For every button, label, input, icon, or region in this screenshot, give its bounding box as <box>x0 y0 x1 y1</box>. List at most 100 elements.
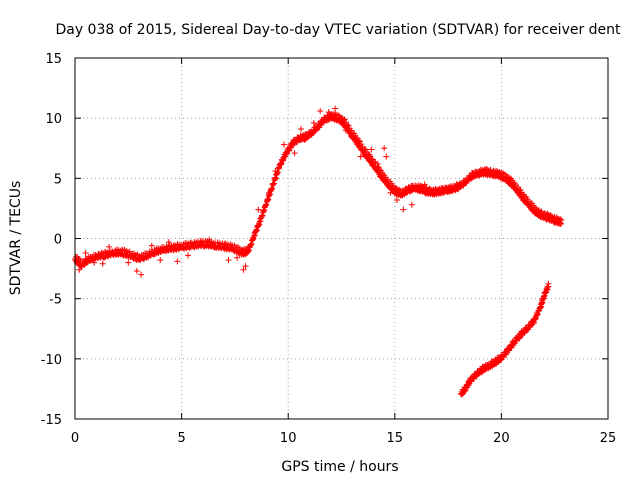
data-point <box>125 259 132 266</box>
data-point <box>478 369 485 376</box>
data-point <box>368 146 375 153</box>
x-tick-label: 15 <box>387 431 404 446</box>
series-main <box>72 105 565 278</box>
data-point <box>251 233 258 240</box>
data-point <box>387 189 394 196</box>
y-tick-label: 0 <box>54 233 62 248</box>
data-point <box>272 174 279 181</box>
data-point <box>138 271 145 278</box>
data-point <box>253 227 260 234</box>
y-tick-label: 10 <box>45 112 62 127</box>
data-point <box>325 109 332 116</box>
data-point <box>272 176 279 183</box>
y-tick-label: -10 <box>41 353 62 368</box>
data-point <box>268 185 275 192</box>
data-point <box>256 221 263 228</box>
data-point <box>354 135 361 142</box>
data-point <box>234 254 241 261</box>
data-point <box>245 247 252 254</box>
data-point <box>247 241 254 248</box>
data-point <box>532 315 539 322</box>
data-point <box>383 153 390 160</box>
data-point <box>82 249 89 256</box>
data-point <box>251 232 258 239</box>
data-point <box>297 125 304 132</box>
data-point <box>249 236 256 243</box>
data-point <box>400 206 407 213</box>
x-tick-label: 25 <box>600 431 617 446</box>
data-point <box>261 207 268 214</box>
data-point <box>291 150 298 157</box>
data-point <box>532 315 539 322</box>
data-point <box>270 181 277 188</box>
x-tick-label: 0 <box>71 431 79 446</box>
data-point <box>76 266 83 273</box>
series-layer <box>72 105 565 398</box>
data-point <box>533 312 540 319</box>
data-point <box>255 206 262 213</box>
data-point <box>280 141 287 148</box>
data-point <box>184 252 191 259</box>
data-point <box>257 218 264 225</box>
data-point <box>165 239 172 246</box>
data-point <box>332 105 339 112</box>
data-point <box>157 257 164 264</box>
data-point <box>270 180 277 187</box>
data-point <box>245 247 252 254</box>
data-point <box>174 258 181 265</box>
data-point <box>133 267 140 274</box>
data-point <box>534 311 541 318</box>
data-point <box>558 221 565 228</box>
data-point <box>148 242 155 249</box>
data-point <box>263 201 270 208</box>
data-point <box>534 311 541 318</box>
data-point <box>342 127 349 134</box>
x-tick-label: 10 <box>280 431 297 446</box>
data-point <box>260 208 267 215</box>
data-point <box>265 196 272 203</box>
y-tick-label: 15 <box>45 52 62 67</box>
data-point <box>278 160 285 167</box>
data-point <box>310 119 317 126</box>
chart-title: Day 038 of 2015, Sidereal Day-to-day VTE… <box>55 22 621 38</box>
data-point <box>197 237 204 244</box>
data-point <box>106 243 113 250</box>
data-point <box>349 134 356 141</box>
data-point <box>264 197 271 204</box>
data-point <box>250 235 257 242</box>
data-point <box>283 150 290 157</box>
data-point <box>259 212 266 219</box>
grid <box>75 58 608 419</box>
data-point <box>378 167 385 174</box>
data-point <box>531 316 538 323</box>
x-tick-label: 20 <box>493 431 510 446</box>
data-point <box>272 168 279 175</box>
y-tick-label: -15 <box>41 413 62 428</box>
data-point <box>262 202 269 209</box>
data-point <box>374 160 381 167</box>
data-point <box>253 228 260 235</box>
data-point <box>206 236 213 243</box>
data-point <box>421 181 428 188</box>
data-point <box>280 156 287 163</box>
data-point <box>317 107 324 114</box>
data-point <box>530 320 537 327</box>
y-axis-title: SDTVAR / TECUs <box>8 181 24 296</box>
data-point <box>357 153 364 160</box>
data-point <box>408 201 415 208</box>
data-point <box>266 189 273 196</box>
data-point <box>258 213 265 220</box>
data-point <box>91 259 98 266</box>
series-lower <box>457 280 552 398</box>
ticks: 0 5 10 15 20 25 -15 -10 -5 0 5 10 15 <box>41 52 617 446</box>
data-point <box>240 266 247 273</box>
data-point <box>531 319 538 326</box>
data-point <box>268 186 275 193</box>
data-point <box>393 196 400 203</box>
data-point <box>286 147 293 154</box>
data-point <box>225 257 232 264</box>
data-point <box>267 191 274 198</box>
y-tick-label: -5 <box>49 293 62 308</box>
